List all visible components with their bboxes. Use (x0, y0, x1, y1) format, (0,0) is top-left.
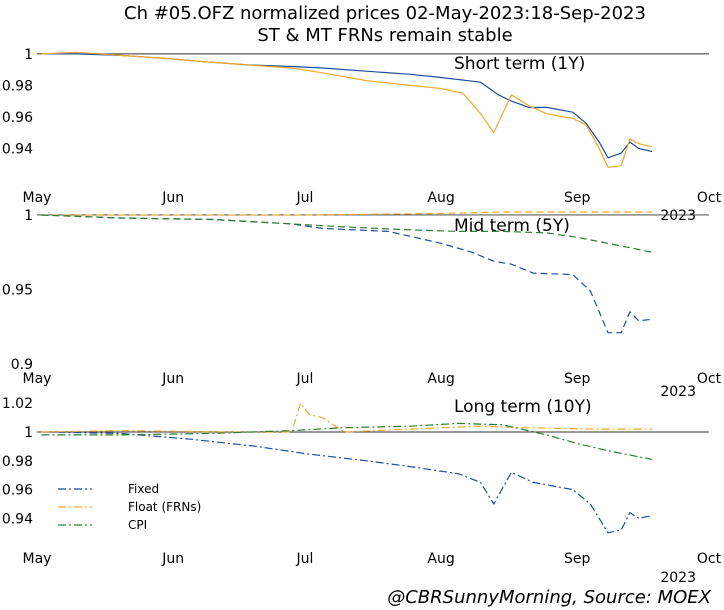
x-tick-label: Jul (295, 190, 313, 206)
chart-subtitle: ST & MT FRNs remain stable (257, 25, 512, 46)
x-tick-label: May (23, 190, 52, 206)
x-tick-label: Sep (564, 371, 591, 387)
x-tick-label: Jun (161, 190, 184, 206)
x-tick-label: Aug (427, 190, 454, 206)
x-tick-label: May (23, 371, 52, 387)
y-tick-label: 1 (24, 208, 33, 224)
chart-title: Ch #05.OFZ normalized prices 02-May-2023… (124, 3, 646, 24)
series-line-float-frns (41, 211, 652, 216)
panel-title: Mid term (5Y) (454, 216, 570, 236)
series-line-float-frns (41, 402, 652, 433)
x-tick-label: Jun (161, 371, 184, 387)
x-tick-label: May (23, 551, 52, 567)
x-tick-label: Aug (427, 551, 454, 567)
panel-title: Short term (1Y) (454, 54, 585, 74)
y-tick-label: 1 (24, 425, 33, 441)
x-tick-label: Sep (564, 551, 591, 567)
y-tick-label: 0.94 (2, 141, 33, 157)
x-year-label: 2023 (660, 384, 696, 400)
y-tick-label: 0.94 (2, 511, 33, 527)
series-line-cpi (41, 214, 653, 253)
y-tick-label: 0.96 (2, 110, 33, 126)
x-year-label: 2023 (660, 570, 696, 586)
legend-label: Fixed (128, 482, 159, 496)
legend: Fixed Float (FRNs) CPI (58, 482, 201, 532)
series-line-cpi (41, 422, 653, 460)
legend-label: Float (FRNs) (128, 500, 201, 514)
x-year-label: 2023 (660, 208, 696, 224)
x-tick-label: Oct (697, 551, 722, 567)
series-line-float-frns (41, 51, 653, 168)
y-tick-label: 1 (24, 47, 33, 63)
x-tick-label: Oct (697, 190, 722, 206)
source-credit: @CBRSunnyMorning, Source: MOEX (387, 587, 711, 608)
panel-title: Long term (10Y) (454, 397, 592, 417)
y-tick-label: 0.9 (11, 357, 33, 373)
y-tick-label: 1.02 (2, 396, 33, 412)
y-tick-label: 0.95 (2, 282, 33, 298)
series-line-fixed (41, 431, 653, 534)
y-tick-label: 0.98 (2, 78, 33, 94)
x-tick-label: Oct (697, 371, 722, 387)
x-tick-label: Jun (161, 551, 184, 567)
y-tick-label: 0.98 (2, 454, 33, 470)
x-tick-label: Jul (295, 551, 313, 567)
legend-label: CPI (128, 518, 147, 532)
x-tick-label: Aug (427, 371, 454, 387)
x-tick-label: Jul (295, 371, 313, 387)
y-tick-label: 0.96 (2, 483, 33, 499)
x-tick-label: Sep (564, 190, 591, 206)
